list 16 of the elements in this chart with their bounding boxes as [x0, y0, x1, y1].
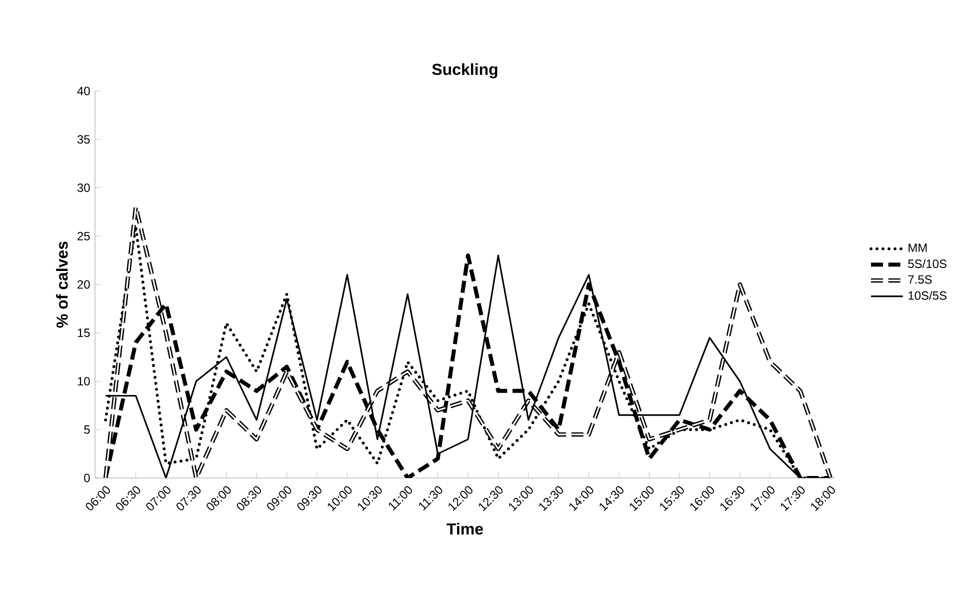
y-tick-label: 40 — [77, 86, 90, 96]
y-tick-label: 15 — [78, 328, 90, 338]
legend-label: 10S/5S — [908, 290, 946, 300]
y-tick-label: 10 — [78, 376, 90, 386]
y-tick-label: 25 — [78, 232, 90, 240]
legend-label: 5S/10S — [908, 259, 946, 268]
legend-label: 7.5S — [908, 275, 932, 284]
y-tick-label: 0 — [84, 474, 90, 482]
x-axis-title: Time — [446, 522, 483, 535]
chart-title: Suckling — [432, 63, 498, 78]
y-tick-label: 30 — [77, 183, 90, 192]
legend-label: MM — [908, 244, 927, 252]
y-tick-label: 5 — [84, 425, 90, 434]
y-axis-title: % of calves — [56, 242, 68, 328]
y-tick-label: 20 — [78, 280, 90, 289]
y-tick-label: 35 — [77, 135, 90, 144]
